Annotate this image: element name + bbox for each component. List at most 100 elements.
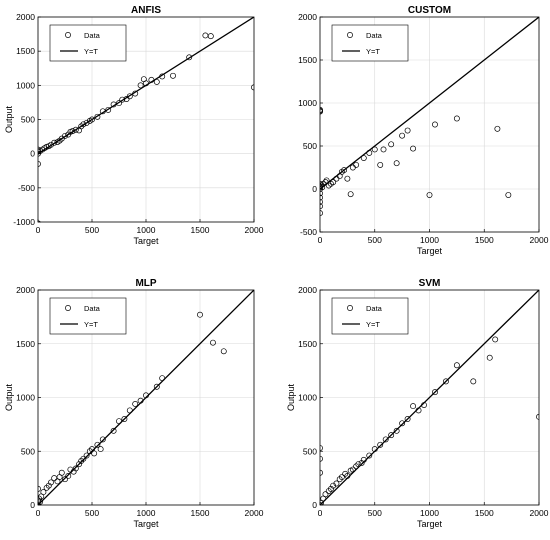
data-point: [62, 132, 68, 139]
data-point: [388, 432, 395, 439]
data-point: [328, 485, 334, 492]
y-equals-t-line: [320, 17, 539, 190]
data-point: [382, 436, 389, 443]
data-point: [320, 198, 323, 205]
y-tick-label: 0: [312, 500, 317, 510]
data-point: [360, 456, 367, 463]
data-point: [492, 336, 499, 343]
data-point: [393, 160, 400, 167]
y-tick-label: 0: [30, 500, 35, 510]
x-tick-label: 1000: [420, 508, 439, 518]
legend-box: [331, 24, 409, 62]
x-tick-label: 0: [36, 225, 41, 235]
y-tick-label: 2000: [298, 12, 317, 22]
data-point: [342, 470, 349, 477]
data-point: [486, 354, 493, 361]
data-point: [207, 33, 214, 40]
x-tick-label: 2000: [245, 225, 264, 235]
data-point: [76, 461, 82, 468]
y-tick-label: 1500: [298, 55, 317, 65]
data-point: [320, 180, 323, 187]
data-point: [62, 476, 68, 483]
data-point: [159, 73, 166, 80]
data-point: [91, 450, 98, 457]
data-point: [38, 495, 43, 502]
data-point: [404, 127, 411, 134]
x-tick-label: 0: [36, 508, 41, 518]
data-point: [153, 383, 160, 390]
data-point: [320, 210, 323, 217]
x-tick-label: 1000: [420, 235, 439, 245]
data-point: [330, 482, 337, 489]
legend-label-data: Data: [84, 31, 101, 40]
x-tick-label: 2000: [245, 508, 264, 518]
y-axis-label: Output: [286, 383, 296, 411]
x-tick-label: 1500: [191, 225, 210, 235]
data-point: [347, 191, 354, 198]
data-point: [399, 420, 406, 427]
data-point: [377, 161, 384, 168]
x-tick-label: 0: [318, 508, 323, 518]
data-point: [333, 480, 340, 487]
data-point: [353, 161, 360, 168]
legend: Data Y=T: [331, 297, 409, 335]
y-tick-label: 0: [312, 184, 317, 194]
data-point: [67, 466, 74, 473]
legend-marker-data: [65, 32, 71, 38]
y-tick-label: 1000: [298, 98, 317, 108]
data-point: [360, 155, 367, 161]
data-point: [80, 455, 87, 462]
data-point: [336, 476, 343, 483]
data-point: [58, 469, 65, 476]
data-point: [105, 106, 112, 113]
data-point: [432, 389, 438, 396]
data-point: [415, 407, 422, 414]
data-point: [371, 146, 378, 153]
data-point: [99, 436, 106, 443]
data-point: [159, 375, 166, 382]
data-point: [453, 115, 460, 122]
data-point: [170, 72, 176, 79]
y-tick-label: 500: [21, 115, 35, 125]
y-axis-label: Output: [4, 383, 14, 411]
legend-box: [331, 297, 409, 335]
data-point: [45, 482, 52, 489]
y-tick-label: 0: [30, 149, 35, 159]
data-point: [143, 392, 149, 399]
y-tick-label: 1000: [16, 80, 35, 90]
data-point: [126, 407, 133, 414]
data-point: [48, 141, 54, 148]
x-axis-label: Target: [417, 246, 443, 256]
data-point: [410, 403, 417, 410]
data-point: [78, 457, 85, 464]
chart-panel-svm: 0 500 1000 1500 2000 0 500 1000 1500 2000 SVM Targe…: [286, 278, 549, 529]
data-point: [126, 93, 133, 100]
y-tick-label: 500: [303, 141, 317, 151]
y-axis-label: Output: [4, 105, 14, 133]
y-tick-label: 2000: [16, 12, 35, 22]
legend-label-line: Y=T: [84, 320, 98, 329]
y-tick-label: 500: [303, 446, 317, 456]
chart-panel-anfis: 0 500 1000 1500 2000 -1000 -500 0 500 1000 1500 200…: [4, 5, 264, 246]
x-tick-label: 2000: [530, 235, 549, 245]
data-point: [349, 466, 356, 473]
data-point: [116, 100, 122, 107]
data-point: [320, 469, 323, 476]
data-point: [99, 108, 106, 115]
data-point: [470, 378, 477, 385]
data-point: [78, 123, 85, 130]
data-point: [358, 460, 365, 467]
data-point: [320, 455, 323, 462]
data-point: [94, 113, 101, 120]
y-tick-label: 1500: [298, 339, 317, 349]
y-tick-label: 1000: [298, 393, 317, 403]
y-tick-label: -500: [300, 227, 317, 237]
data-point: [65, 473, 72, 479]
data-point: [426, 192, 433, 198]
x-tick-label: 2000: [530, 508, 549, 518]
data-point: [83, 119, 90, 126]
data-point: [51, 139, 58, 146]
chart-panel-mlp: 0 500 1000 1500 2000 0 500 1000 1500 2000 MLP Targe…: [4, 278, 264, 529]
data-point: [536, 413, 539, 420]
data-point: [137, 82, 144, 89]
